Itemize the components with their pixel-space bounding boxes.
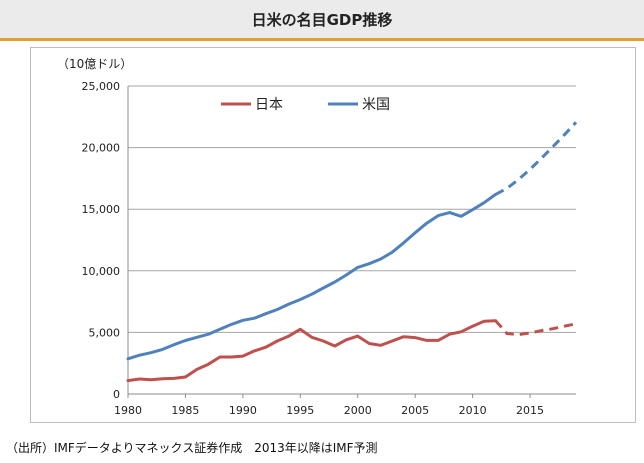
x-tick-label: 1985 [171, 404, 199, 417]
chart-title: 日米の名目GDP推移 [251, 10, 393, 29]
chart-svg: （10億ドル） 0 5,000 10,000 15,000 20,000 25,000 19… [57, 57, 578, 417]
series-line-forecast [494, 121, 578, 196]
grid-layer [128, 85, 576, 333]
series-line-actual [126, 319, 498, 383]
y-tick-label: 20,000 [82, 142, 121, 155]
source-note: （出所）IMFデータよりマネックス証券作成 2013年以降はIMF予測 [6, 441, 378, 455]
series-line-actual [126, 192, 498, 361]
series-line-forecast [494, 319, 577, 337]
legend-label: 日本 [255, 97, 283, 113]
x-tick-label: 2015 [516, 404, 544, 417]
y-tick-label: 10,000 [82, 265, 121, 278]
x-tick-label: 2000 [344, 404, 372, 417]
x-tick-label: 1995 [286, 404, 314, 417]
legend-label: 米国 [362, 97, 390, 113]
axis-layer: 0 5,000 10,000 15,000 20,000 25,000 1980 1985 19… [82, 80, 576, 417]
x-tick-label: 2005 [401, 404, 429, 417]
legend: 日本 米国 [221, 97, 390, 113]
y-axis-label: （10億ドル） [57, 57, 132, 71]
y-tick-label: 0 [113, 388, 120, 401]
chart-title-bar: 日米の名目GDP推移 [0, 0, 644, 41]
x-tick-label: 1990 [229, 404, 257, 417]
y-tick-label: 25,000 [82, 80, 121, 93]
chart-frame: （10億ドル） 0 5,000 10,000 15,000 20,000 25,000 19… [30, 47, 636, 423]
x-tick-label: 1980 [114, 404, 142, 417]
y-tick-label: 15,000 [82, 203, 121, 216]
series-layer [126, 121, 578, 383]
x-tick-label: 2010 [459, 404, 487, 417]
y-tick-label: 5,000 [89, 326, 121, 339]
